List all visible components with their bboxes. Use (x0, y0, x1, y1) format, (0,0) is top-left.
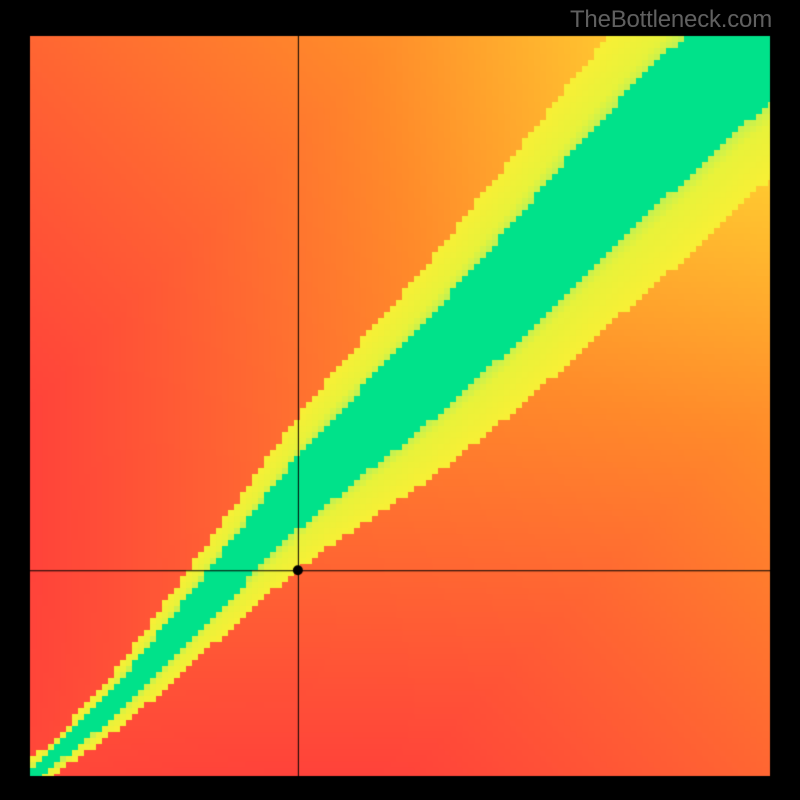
watermark-text: TheBottleneck.com (570, 6, 772, 34)
bottleneck-heatmap (0, 0, 800, 800)
